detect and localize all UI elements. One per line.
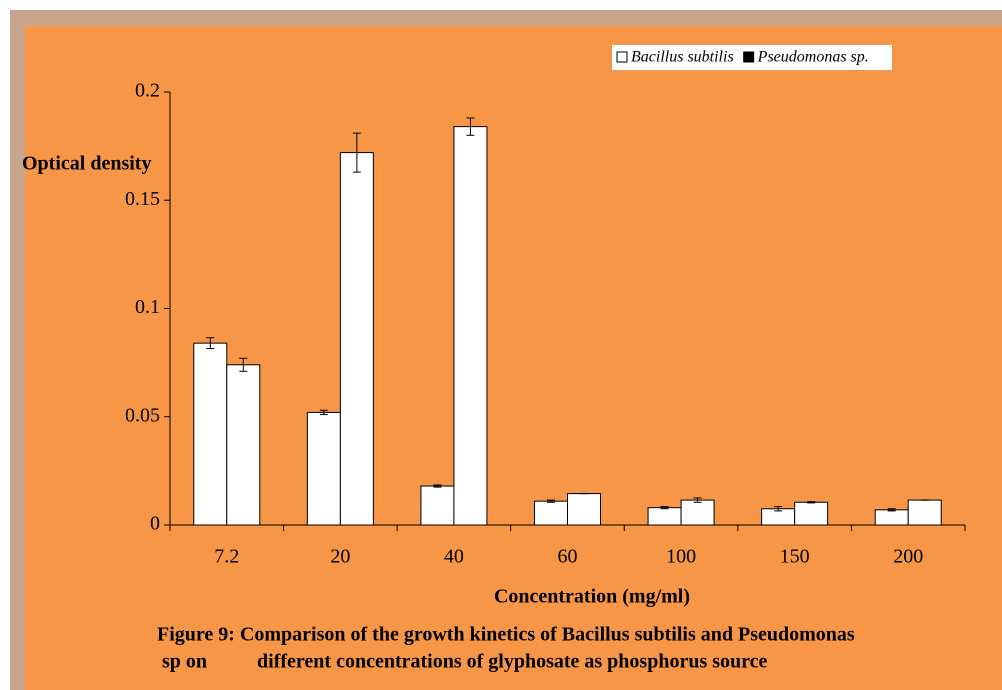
error-bar bbox=[693, 497, 702, 503]
x-tick-label: 20 bbox=[330, 546, 350, 568]
error-bar bbox=[660, 506, 669, 510]
y-axis-label: Optical density bbox=[22, 153, 151, 175]
chart-background bbox=[25, 26, 1002, 690]
error-bar bbox=[807, 501, 816, 504]
x-tick-label: 100 bbox=[666, 546, 696, 568]
y-tick-label: 0.1 bbox=[135, 296, 160, 318]
bar bbox=[794, 501, 829, 526]
legend-marker bbox=[616, 51, 628, 63]
error-bar bbox=[466, 117, 475, 136]
error-bar bbox=[239, 357, 248, 372]
x-tick-label: 40 bbox=[444, 546, 464, 568]
y-tick-label: 0 bbox=[150, 513, 160, 535]
x-tick-label: 7.2 bbox=[214, 546, 239, 568]
y-tick-label: 0.05 bbox=[125, 404, 160, 426]
bar bbox=[453, 126, 488, 526]
legend-label: Pseudomonas sp. bbox=[757, 49, 869, 66]
caption: sp on different concentrations of glypho… bbox=[162, 651, 768, 673]
bar bbox=[339, 152, 374, 526]
legend-label: Bacillus subtilis bbox=[631, 49, 734, 66]
error-bar bbox=[887, 508, 896, 512]
x-tick-label: 60 bbox=[558, 546, 578, 568]
bar bbox=[874, 509, 909, 526]
bar bbox=[226, 364, 261, 526]
bar bbox=[907, 499, 942, 526]
bar bbox=[680, 499, 715, 526]
error-bar bbox=[433, 484, 442, 488]
y-tick-label: 0.2 bbox=[135, 80, 160, 102]
error-bar bbox=[774, 506, 783, 512]
bar bbox=[534, 500, 568, 526]
x-tick-label: 150 bbox=[780, 546, 810, 568]
bar bbox=[306, 411, 341, 526]
caption: Figure 9: Comparison of the growth kinet… bbox=[157, 624, 855, 646]
bar bbox=[193, 342, 228, 526]
y-tick-label: 0.15 bbox=[125, 188, 160, 210]
bar bbox=[420, 485, 455, 526]
error-bar bbox=[352, 132, 361, 173]
error-bar bbox=[319, 409, 328, 416]
bar bbox=[647, 507, 682, 526]
legend-marker bbox=[743, 51, 755, 63]
x-axis-label: Concentration (mg/ml) bbox=[494, 586, 690, 608]
error-bar bbox=[206, 337, 215, 350]
bar bbox=[567, 493, 601, 526]
x-tick-label: 200 bbox=[893, 546, 923, 568]
error-bar bbox=[547, 499, 555, 503]
